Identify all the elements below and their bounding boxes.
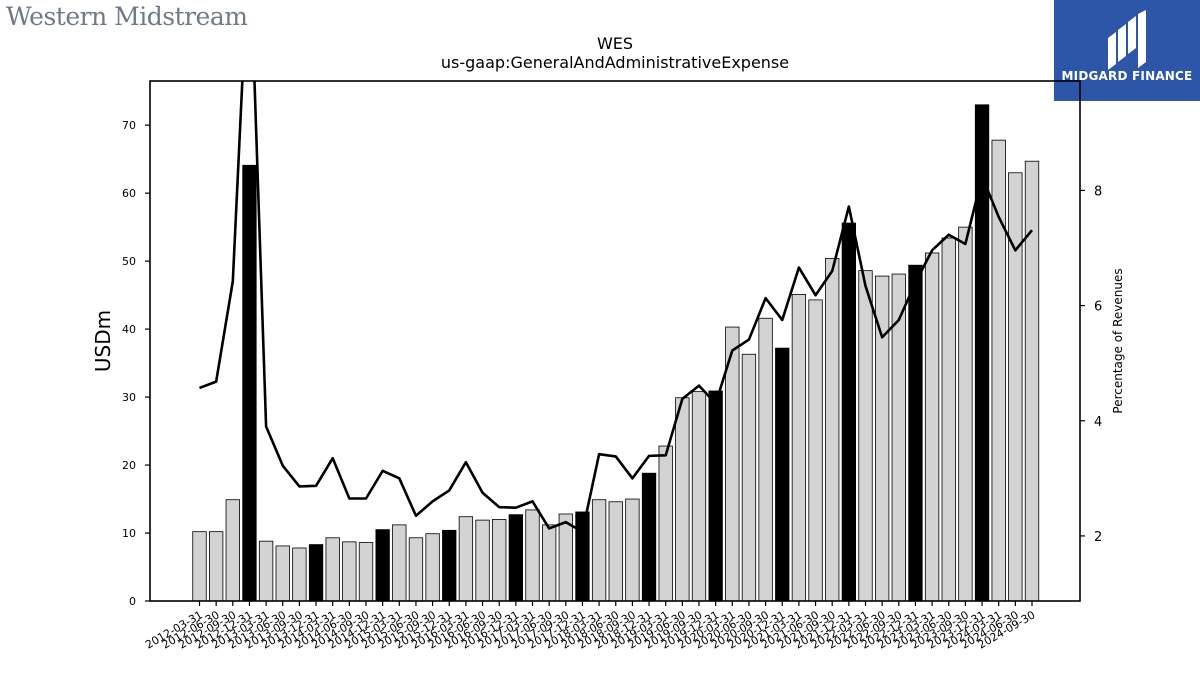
bar-2013-12-31: [308, 544, 324, 602]
brand-badge: MIDGARD FINANCE: [1054, 0, 1200, 101]
ratio-line-series: [199, 81, 1034, 534]
bar-2024-06-30: [1008, 172, 1023, 602]
bar-2018-12-31: [641, 472, 657, 602]
y-tick-label: 60: [122, 187, 136, 200]
bar-2013-03-31: [258, 540, 274, 602]
bar-2020-12-31: [775, 347, 790, 602]
company-logo: Western Midstream: [6, 2, 248, 31]
y-tick-label: 50: [122, 255, 136, 268]
y-tick-label: 0: [129, 595, 136, 608]
y-tick-label: 40: [122, 323, 136, 336]
bar-2015-12-31: [442, 529, 457, 602]
y-tick-label: 70: [122, 119, 136, 132]
bar-2014-06-30: [342, 541, 357, 602]
bar-2014-09-30: [358, 542, 374, 602]
bar-2017-09-30: [558, 513, 573, 602]
plot-frame: [149, 80, 1081, 602]
y2-tick-label: 8: [1094, 184, 1102, 199]
x-axis-ticks: 2012-03-312012-06-302012-09-302012-12-31…: [143, 601, 1038, 652]
bar-2014-12-31: [375, 529, 390, 602]
bar-2015-06-30: [408, 537, 424, 602]
bar-2017-06-30: [542, 524, 557, 602]
y2-axis-label: Percentage of Revenues: [1111, 268, 1125, 413]
y2-tick-label: 6: [1094, 300, 1102, 315]
bar-2015-09-30: [425, 533, 440, 602]
bar-2017-03-31: [525, 509, 540, 602]
brand-name: MIDGARD FINANCE: [1061, 69, 1193, 83]
bar-2016-09-30: [492, 519, 507, 602]
bar-2021-09-30: [825, 258, 840, 602]
bar-2019-12-31: [708, 390, 723, 602]
y-axis-ticks: 0 10 20 30 40 50 60 70: [122, 119, 150, 608]
bar-2016-03-31: [458, 516, 474, 602]
bar-2024-03-31: [991, 139, 1006, 602]
bar-2012-09-30: [225, 499, 240, 602]
y-tick-label: 30: [122, 391, 136, 404]
bar-2020-06-30: [741, 353, 757, 602]
bar-2021-12-31: [841, 222, 856, 602]
y2-tick-label: 4: [1094, 415, 1102, 430]
bar-2012-12-31: [242, 164, 257, 602]
bar-2021-03-31: [791, 294, 807, 602]
bar-2019-06-30: [675, 397, 690, 602]
bar-2016-06-30: [475, 519, 490, 602]
bar-2020-09-30: [758, 317, 773, 602]
company-logo-text: Western Midstream: [6, 2, 248, 31]
y2-tick-label: 2: [1094, 530, 1102, 545]
bar-2024-09-30: [1024, 160, 1040, 602]
y-tick-label: 20: [122, 459, 136, 472]
bar-2016-12-31: [508, 514, 524, 602]
bar-2023-09-30: [958, 226, 973, 602]
chart-title: WES: [597, 34, 633, 53]
y2-axis-ticks: 2 4 6 8: [1080, 184, 1102, 545]
bar-2017-12-31: [575, 511, 590, 602]
bar-2018-03-31: [591, 499, 607, 602]
bar-2012-06-30: [208, 531, 224, 602]
bar-2018-09-30: [625, 498, 640, 602]
y-axis-label: USDm: [91, 310, 115, 372]
bar-2022-03-31: [858, 270, 873, 602]
bar-2019-09-30: [691, 391, 707, 602]
bar-2021-06-30: [808, 299, 823, 602]
bar-2022-12-31: [908, 264, 923, 602]
bar-2012-03-31: [192, 531, 207, 602]
bar-2023-06-30: [941, 237, 956, 602]
bar-2023-03-31: [924, 252, 940, 602]
bar-series: [192, 104, 1040, 602]
bar-2015-03-31: [392, 524, 407, 602]
chart-subtitle: us-gaap:GeneralAndAdministrativeExpense: [441, 53, 789, 72]
bar-2013-06-30: [275, 545, 290, 602]
bar-2019-03-31: [658, 445, 673, 602]
brand-mark-icon: [1108, 10, 1146, 70]
ratio-line: [199, 81, 1034, 534]
bar-2014-03-31: [325, 537, 340, 602]
bar-2018-06-30: [608, 501, 623, 602]
bar-2013-09-30: [292, 547, 307, 602]
y-tick-label: 10: [122, 527, 136, 540]
